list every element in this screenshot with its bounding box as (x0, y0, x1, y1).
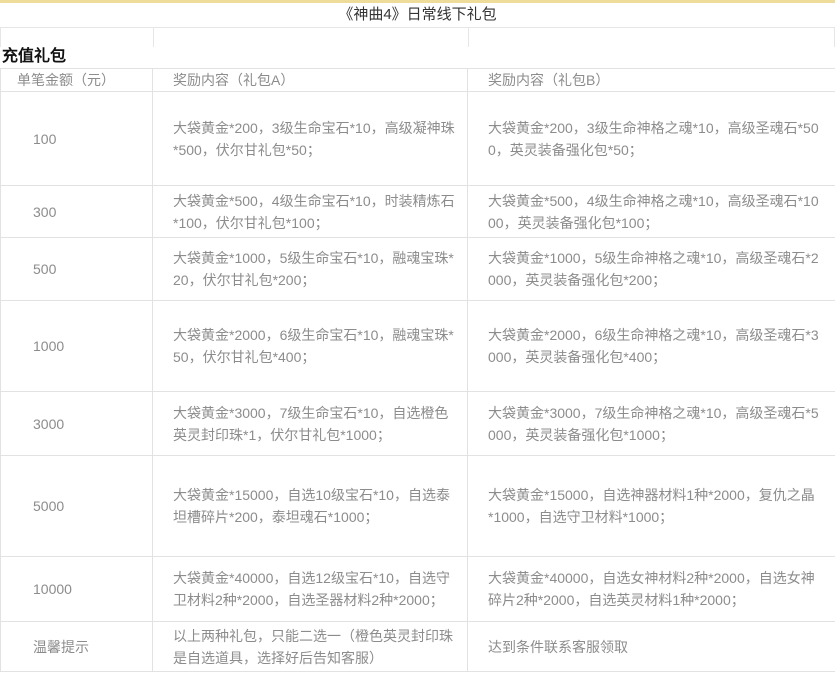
section-title: 充值礼包 (2, 48, 67, 65)
header-amount: 单笔金额（元） (0, 68, 153, 92)
table-row: 温馨提示 以上两种礼包，只能二选一（橙色英灵封印珠是自选道具，选择好后告知客服）… (0, 621, 835, 672)
reward-b-cell: 大袋黄金*40000，自选女神材料2种*2000，自选女神碎片2种*2000，自… (467, 556, 835, 622)
amount-cell: 3000 (0, 391, 153, 456)
header-reward-a: 奖励内容（礼包A） (152, 68, 468, 92)
amount-cell: 100 (0, 91, 153, 186)
spacer-cell (1, 28, 154, 47)
amount-cell: 300 (0, 185, 153, 238)
notice-b-cell: 达到条件联系客服领取 (467, 621, 835, 672)
reward-b-cell: 大袋黄金*2000，6级生命神格之魂*10，高级圣魂石*3000，英灵装备强化包… (467, 300, 835, 392)
reward-a-cell: 大袋黄金*15000，自选10级宝石*10，自选泰坦槽碎片*200，泰坦魂石*1… (152, 455, 468, 557)
recharge-gift-table: 单笔金额（元） 奖励内容（礼包A） 奖励内容（礼包B） 100 大袋黄金*200… (0, 68, 835, 672)
table-row: 10000 大袋黄金*40000，自选12级宝石*10，自选守卫材料2种*200… (0, 556, 835, 622)
spacer-cell (154, 28, 469, 47)
amount-cell: 10000 (0, 556, 153, 622)
table-row: 300 大袋黄金*500，4级生命宝石*10，时装精炼石*100，伏尔甘礼包*1… (0, 185, 835, 238)
top-accent-bar (0, 0, 835, 3)
reward-b-cell: 大袋黄金*1000，5级生命神格之魂*10，高级圣魂石*2000，英灵装备强化包… (467, 237, 835, 301)
table-row: 500 大袋黄金*1000，5级生命宝石*10，融魂宝珠*20，伏尔甘礼包*20… (0, 237, 835, 301)
table-header-row: 单笔金额（元） 奖励内容（礼包A） 奖励内容（礼包B） (0, 68, 835, 92)
reward-b-cell: 大袋黄金*500，4级生命神格之魂*10，高级圣魂石*1000，英灵装备强化包*… (467, 185, 835, 238)
page-title: 《神曲4》日常线下礼包 (0, 3, 835, 28)
reward-a-cell: 大袋黄金*2000，6级生命宝石*10，融魂宝珠*50，伏尔甘礼包*400； (152, 300, 468, 392)
amount-cell: 500 (0, 237, 153, 301)
amount-cell: 1000 (0, 300, 153, 392)
table-row: 3000 大袋黄金*3000，7级生命宝石*10，自选橙色英灵封印珠*1，伏尔甘… (0, 391, 835, 456)
reward-a-cell: 大袋黄金*1000，5级生命宝石*10，融魂宝珠*20，伏尔甘礼包*200； (152, 237, 468, 301)
reward-a-cell: 大袋黄金*500，4级生命宝石*10，时装精炼石*100，伏尔甘礼包*100； (152, 185, 468, 238)
reward-b-cell: 大袋黄金*200，3级生命神格之魂*10，高级圣魂石*500，英灵装备强化包*5… (467, 91, 835, 186)
table-row: 1000 大袋黄金*2000，6级生命宝石*10，融魂宝珠*50，伏尔甘礼包*4… (0, 300, 835, 392)
header-reward-b: 奖励内容（礼包B） (467, 68, 835, 92)
reward-b-cell: 大袋黄金*15000，自选神器材料1种*2000，复仇之晶*1000，自选守卫材… (467, 455, 835, 557)
reward-a-cell: 大袋黄金*3000，7级生命宝石*10，自选橙色英灵封印珠*1，伏尔甘礼包*10… (152, 391, 468, 456)
notice-label-cell: 温馨提示 (0, 621, 153, 672)
table-row: 100 大袋黄金*200，3级生命宝石*10，高级凝神珠*500，伏尔甘礼包*5… (0, 91, 835, 186)
table-row: 5000 大袋黄金*15000，自选10级宝石*10，自选泰坦槽碎片*200，泰… (0, 455, 835, 557)
amount-cell: 5000 (0, 455, 153, 557)
spacer-row (0, 28, 835, 47)
spacer-cell (469, 28, 834, 47)
reward-a-cell: 大袋黄金*40000，自选12级宝石*10，自选守卫材料2种*2000，自选圣器… (152, 556, 468, 622)
notice-a-cell: 以上两种礼包，只能二选一（橙色英灵封印珠是自选道具，选择好后告知客服） (152, 621, 468, 672)
reward-b-cell: 大袋黄金*3000，7级生命神格之魂*10，高级圣魂石*5000，英灵装备强化包… (467, 391, 835, 456)
reward-a-cell: 大袋黄金*200，3级生命宝石*10，高级凝神珠*500，伏尔甘礼包*50； (152, 91, 468, 186)
